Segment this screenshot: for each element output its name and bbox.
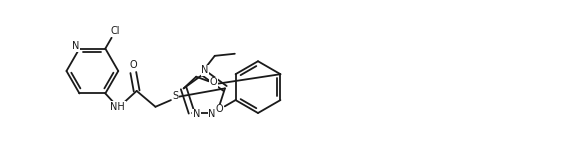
- Text: N: N: [201, 65, 209, 75]
- Text: N: N: [72, 41, 80, 52]
- Text: N: N: [193, 109, 200, 119]
- Text: NH: NH: [110, 102, 125, 112]
- Text: Cl: Cl: [110, 26, 120, 36]
- Text: N: N: [208, 109, 216, 119]
- Text: O: O: [216, 104, 224, 114]
- Text: S: S: [172, 91, 178, 101]
- Text: O: O: [130, 60, 137, 70]
- Text: O: O: [210, 77, 217, 87]
